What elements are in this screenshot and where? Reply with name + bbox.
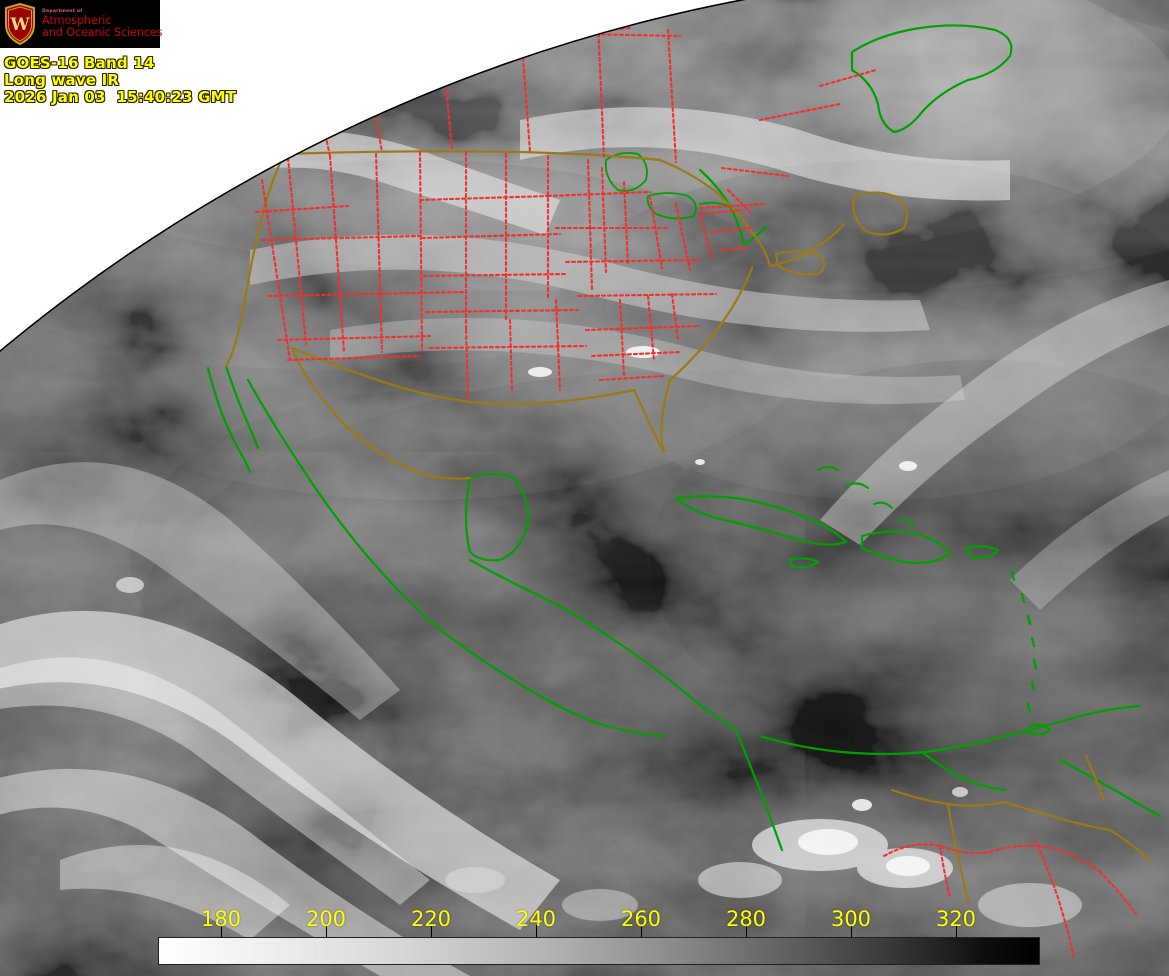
colorbar-tick bbox=[326, 925, 327, 937]
logo-line-2: and Oceanic Sciences bbox=[42, 25, 163, 39]
svg-text:W: W bbox=[9, 15, 30, 35]
uw-crest-icon: W bbox=[3, 3, 37, 45]
colorbar-gradient[interactable] bbox=[158, 937, 1040, 965]
colorbar-tick-label: 280 bbox=[725, 907, 767, 931]
logo-department-prefix: Department of bbox=[42, 8, 83, 14]
colorbar-tick bbox=[746, 925, 747, 937]
uw-aos-logo[interactable]: W Department of Atmospheric and Oceanic … bbox=[0, 0, 163, 48]
colorbar-tick-label: 300 bbox=[830, 907, 872, 931]
colorbar-tick bbox=[641, 925, 642, 937]
colorbar-tick bbox=[221, 925, 222, 937]
colorbar-tick-label: 180 bbox=[200, 907, 242, 931]
colorbar-tick-label: 240 bbox=[515, 907, 557, 931]
product-title-satellite-band: GOES-16 Band 14 bbox=[4, 54, 155, 72]
product-title-channel: Long wave IR bbox=[4, 71, 120, 89]
colorbar-tick bbox=[536, 925, 537, 937]
state-boundary-layer bbox=[254, 2, 1138, 960]
colorbar-tick bbox=[956, 925, 957, 937]
colorbar-tick-label: 220 bbox=[410, 907, 452, 931]
country-boundary-layer bbox=[224, 130, 1152, 904]
colorbar-tick-label: 200 bbox=[305, 907, 347, 931]
product-title-timestamp: 2026 Jan 03 15:40:23 GMT bbox=[4, 88, 237, 106]
logo-line-1: Atmospheric bbox=[42, 14, 112, 28]
colorbar-tick-label: 260 bbox=[620, 907, 662, 931]
colorbar-tick bbox=[431, 925, 432, 937]
colorbar-tick bbox=[851, 925, 852, 937]
product-title-block: GOES-16 Band 14 Long wave IR 2026 Jan 03… bbox=[4, 55, 236, 106]
colorbar-tick-label: 320 bbox=[935, 907, 977, 931]
coastline-layer bbox=[206, 24, 1162, 852]
